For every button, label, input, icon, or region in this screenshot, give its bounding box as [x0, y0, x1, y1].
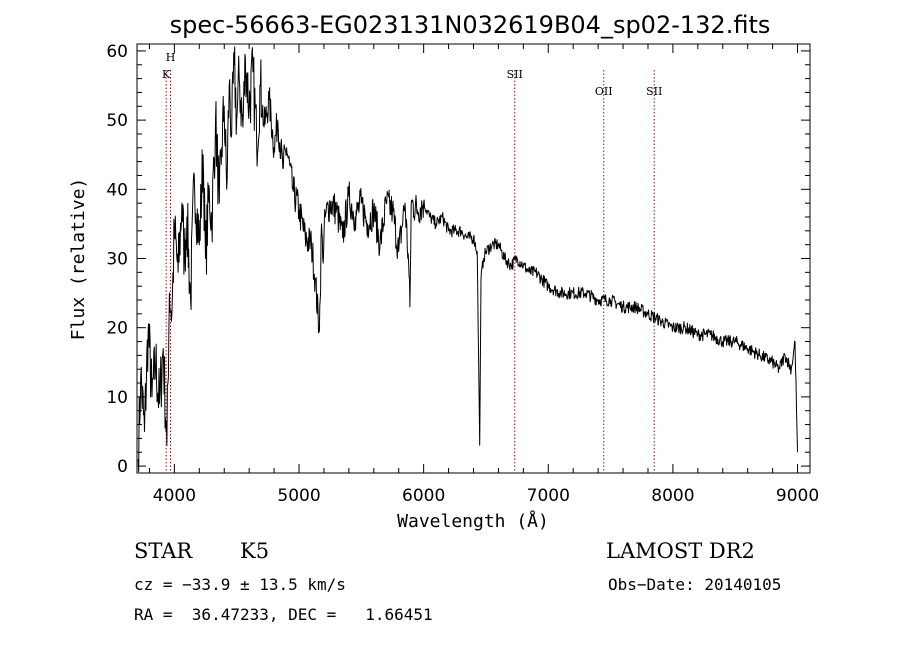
y-tick-label: 40	[106, 180, 128, 200]
observation-date: Obs−Date: 20140105	[608, 575, 781, 594]
x-tick-label: 5000	[277, 486, 320, 506]
object-subclass: K5	[240, 539, 269, 563]
plot-frame	[136, 43, 811, 474]
survey-name: LAMOST DR2	[606, 539, 755, 563]
series-group	[137, 46, 798, 473]
y-tick-label: 50	[106, 111, 128, 131]
chart-title: spec-56663-EG023131N032619B04_sp02-132.f…	[170, 11, 771, 39]
x-tick-label: 6000	[402, 486, 445, 506]
y-axis-label: Flux (relative)	[68, 178, 89, 341]
marker-label: SII	[507, 68, 523, 81]
spectrum-line	[137, 46, 798, 473]
y-tick-label: 20	[106, 319, 128, 339]
line-markers: KH SII OII SII	[162, 51, 662, 473]
x-tick-label: 8000	[651, 486, 694, 506]
redshift-cz: cz = −33.9 ± 13.5 km/s	[134, 575, 346, 594]
y-tick-label: 30	[106, 250, 128, 270]
marker-label: H	[166, 51, 176, 64]
x-tick-label: 7000	[527, 486, 570, 506]
x-axis-label: Wavelength (Å)	[397, 510, 549, 532]
y-tick-label: 60	[106, 42, 128, 62]
y-tick-label: 0	[117, 457, 128, 477]
ra-dec: RA = 36.47233, DEC = 1.66451	[134, 605, 433, 624]
marker-label: OII	[595, 85, 613, 98]
y-axis: 0 10 20 30 40 50 60	[106, 42, 810, 477]
y-tick-label: 10	[106, 388, 128, 408]
marker-label: SII	[646, 85, 662, 98]
x-tick-label: 4000	[153, 486, 196, 506]
x-tick-label: 9000	[776, 486, 819, 506]
object-class: STAR	[134, 539, 193, 563]
x-axis: 4000 5000 6000 7000 8000 9000	[148, 44, 819, 506]
marker-label: K	[162, 68, 171, 81]
